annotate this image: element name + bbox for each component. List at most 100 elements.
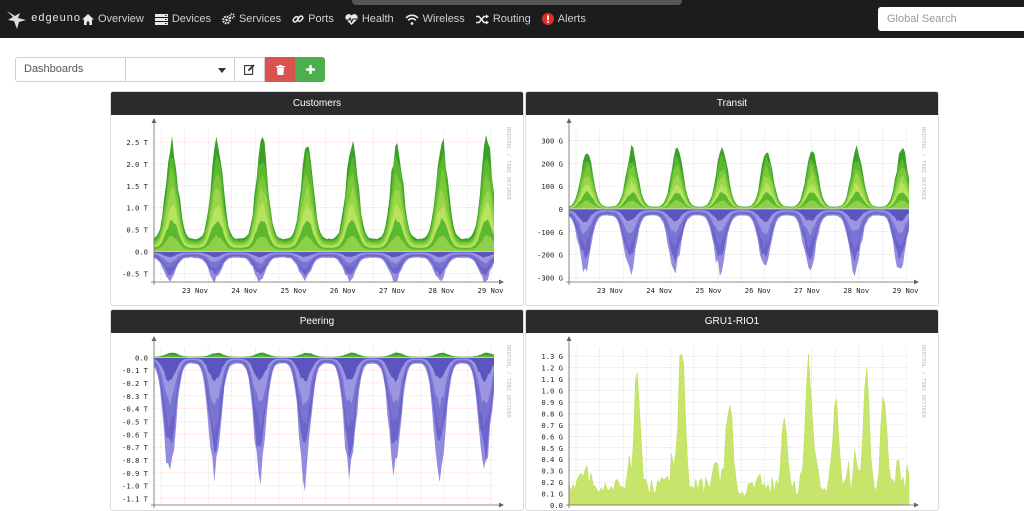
y-tick-label: 0.6 G <box>541 432 563 441</box>
y-tick-label: -1.0 T <box>122 482 149 491</box>
nav-wireless[interactable]: Wireless <box>405 13 465 25</box>
home-icon <box>82 13 94 25</box>
x-tick-label: 27 Nov <box>379 286 405 295</box>
add-widget-button[interactable] <box>295 57 325 82</box>
y-axis-arrow <box>566 336 572 341</box>
nav-services[interactable]: Services <box>222 13 281 25</box>
y-tick-label: 2.5 T <box>126 138 148 147</box>
y-tick-label: -0.9 T <box>122 469 149 478</box>
series-inbound-area <box>568 353 910 506</box>
y-tick-label: 0.4 G <box>541 455 563 464</box>
series-inbound-layer <box>569 181 909 209</box>
series-outbound-layer <box>154 251 494 258</box>
widget-customers: Customers 2.5 T 2.0 T 1.5 T 1.0 T 0.5 T 0.0 -0… <box>110 91 524 306</box>
x-axis-arrow <box>914 502 919 508</box>
y-tick-label: 2.0 T <box>126 160 148 169</box>
nav-ports[interactable]: Ports <box>292 13 334 25</box>
x-axis-arrow <box>499 279 504 285</box>
nav-devices-label: Devices <box>171 13 211 25</box>
nav-alerts[interactable]: Alerts <box>541 13 586 25</box>
dashboard-select[interactable] <box>125 57 235 82</box>
y-tick-label: 1.5 T <box>126 182 148 191</box>
series-outbound-layer <box>569 208 909 251</box>
y-tick-label: 0.3 G <box>541 467 563 476</box>
logo-text: edgeuno <box>31 13 81 25</box>
series-inbound-layer <box>154 352 494 358</box>
global-search-input[interactable] <box>878 7 1024 31</box>
series-outbound-layer <box>569 208 909 263</box>
x-axis-arrow <box>914 279 919 285</box>
y-tick-label: 0.2 G <box>541 478 563 487</box>
x-tick-label: 26 Nov <box>745 286 771 295</box>
x-tick-label: 28 Nov <box>843 286 869 295</box>
y-tick-label: 0.0 <box>550 501 563 510</box>
nav-health[interactable]: Health <box>345 13 394 25</box>
y-tick-label: -0.3 T <box>122 392 149 401</box>
dashboards-label: Dashboards <box>15 57 125 82</box>
y-tick-label: 1.3 G <box>541 352 563 361</box>
x-tick-label: 25 Nov <box>696 286 722 295</box>
nav-health-label: Health <box>361 13 394 25</box>
exclamation-circle-icon <box>541 13 554 25</box>
random-icon <box>475 14 489 24</box>
plus-icon <box>305 65 315 74</box>
transit-traffic-graph: 300 G 200 G 100 G 0 -100 G -200 G -300 G 23 Nov… <box>537 118 926 295</box>
y-tick-label: 0.1 G <box>541 490 563 499</box>
y-tick-label: 1.0 G <box>541 387 563 396</box>
series-inbound-layer <box>154 234 494 252</box>
x-axis-arrow <box>499 502 504 508</box>
x-tick-label: 24 Nov <box>646 286 672 295</box>
edit-dashboard-button[interactable] <box>235 57 265 82</box>
widget-gru1-rio1: GRU1-RIO1 1.3 G 1.2 G 1.1 G 1.0 G 0.9 G 0.8 G… <box>525 309 939 511</box>
y-tick-label: -0.1 T <box>122 366 149 375</box>
x-tick-label: 23 Nov <box>182 286 208 295</box>
nav-alerts-label: Alerts <box>557 13 586 25</box>
y-tick-label: -0.5 T <box>122 418 149 427</box>
widget-gru1-rio1-title[interactable]: GRU1-RIO1 <box>526 310 938 333</box>
widget-peering: Peering 0.0 -0.1 T -0.2 T -0.3 T -0.4 T -0.5 … <box>110 309 524 511</box>
trash-icon <box>275 64 285 75</box>
series-inbound-layer <box>154 217 494 252</box>
dashboard-toolbar: Dashboards <box>15 57 325 82</box>
series-inbound-layer <box>569 190 909 209</box>
y-tick-label: -0.2 T <box>122 379 149 388</box>
edgeuno-logo[interactable]: edgeuno <box>6 8 81 30</box>
widget-customers-title[interactable]: Customers <box>111 92 523 115</box>
nav-routing[interactable]: Routing <box>475 13 531 25</box>
y-tick-label: -300 G <box>537 273 563 282</box>
y-tick-label: -0.4 T <box>122 405 149 414</box>
y-tick-label: 100 G <box>541 182 563 191</box>
y-axis-arrow <box>566 118 572 123</box>
y-tick-label: 0.7 G <box>541 421 563 430</box>
x-tick-label: 29 Nov <box>478 286 504 295</box>
nav-devices[interactable]: Devices <box>154 13 211 25</box>
y-tick-label: 300 G <box>541 136 563 145</box>
customers-traffic-graph: 2.5 T 2.0 T 1.5 T 1.0 T 0.5 T 0.0 -0.5 T 23 Nov… <box>122 118 511 295</box>
nav-wireless-label: Wireless <box>422 13 465 25</box>
series-inbound-layer <box>569 171 909 209</box>
top-navbar: edgeuno Overview Devices Services Ports … <box>0 0 1024 38</box>
nav-services-label: Services <box>238 13 282 25</box>
server-icon <box>154 13 168 25</box>
y-tick-label: -0.6 T <box>122 430 149 439</box>
y-tick-label: 0.5 T <box>126 226 148 235</box>
delete-dashboard-button[interactable] <box>265 57 295 82</box>
logo-bird-icon <box>7 11 26 29</box>
y-tick-label: 1.0 T <box>126 204 148 213</box>
x-tick-label: 26 Nov <box>330 286 356 295</box>
x-tick-label: 23 Nov <box>597 286 623 295</box>
series-inbound-layer <box>569 199 909 209</box>
y-tick-label: 0.9 G <box>541 398 563 407</box>
y-tick-label: 0.8 G <box>541 409 563 418</box>
x-tick-label: 24 Nov <box>231 286 257 295</box>
widget-transit-title[interactable]: Transit <box>526 92 938 115</box>
y-tick-label: 0.0 <box>135 247 148 256</box>
series-inbound-layer <box>154 201 494 252</box>
nav-overview[interactable]: Overview <box>82 13 144 25</box>
y-tick-label: -0.7 T <box>122 443 149 452</box>
x-tick-label: 25 Nov <box>281 286 307 295</box>
nav-ports-label: Ports <box>308 13 334 25</box>
y-tick-label: -200 G <box>537 251 563 260</box>
rrdtool-watermark: RRDTOOL / TOBI OETIKER <box>920 127 926 201</box>
widget-peering-title[interactable]: Peering <box>111 310 523 333</box>
